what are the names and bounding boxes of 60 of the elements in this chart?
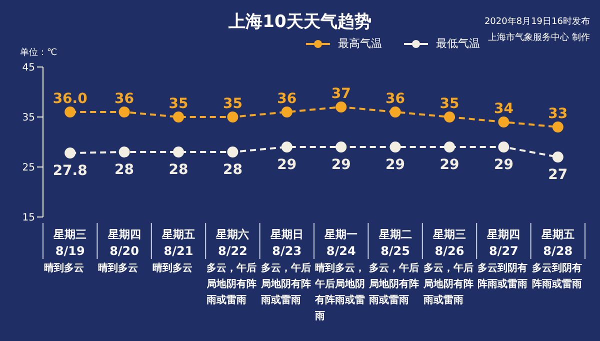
data-label: 27.8 — [52, 163, 88, 179]
data-label: 29 — [494, 157, 514, 173]
point — [118, 146, 130, 158]
point — [173, 146, 184, 158]
point — [498, 142, 510, 152]
point — [552, 122, 564, 132]
x-tick-label: 星期三 8/19 晴到多云 — [44, 228, 96, 277]
y-tick-label: 15 — [22, 212, 35, 224]
data-label: 28 — [222, 162, 242, 178]
point — [64, 148, 76, 158]
x-tick-label: 星期一 8/24 晴到多云，午后局地阴有阵雨或雷雨 — [315, 228, 368, 325]
x-tick-label: 星期五 8/28 多云到阴有阵雨或雷雨 — [532, 228, 584, 293]
data-label: 33 — [548, 106, 568, 122]
point — [118, 106, 130, 118]
chart-title: 上海10天天气趋势 — [228, 12, 372, 32]
point — [390, 106, 401, 118]
x-tick-label: 星期日 8/23 多云，午后局地阴有阵雨或雷雨 — [260, 228, 313, 309]
point — [444, 112, 455, 122]
data-label: 34 — [494, 101, 514, 117]
x-tick-label: 星期四 8/20 晴到多云 — [98, 228, 150, 277]
x-tick-label: 星期二 8/25 多云，午后局地阴有阵雨或雷雨 — [369, 228, 422, 309]
point — [390, 142, 401, 152]
point — [336, 102, 347, 112]
point — [336, 142, 347, 152]
data-label: 35 — [168, 96, 188, 112]
data-label: 37 — [331, 86, 351, 102]
data-label: 29 — [277, 157, 297, 173]
y-tick-label: 25 — [22, 162, 35, 174]
data-label: 29 — [331, 157, 351, 173]
point — [64, 106, 76, 118]
point — [552, 152, 564, 162]
x-tick-label: 星期三 8/26 多云，午后局地阴有阵雨或雷雨 — [423, 228, 476, 309]
point — [227, 146, 238, 158]
legend-label: 最高气温 — [338, 36, 382, 51]
point — [173, 112, 184, 122]
data-label: 29 — [440, 157, 460, 173]
legend-label: 最低气温 — [436, 36, 480, 51]
text: 上海市气象服务中心 制作 — [487, 32, 590, 45]
x-tick-label: 星期五 8/21 晴到多云 — [152, 228, 205, 277]
data-label: 35 — [222, 96, 242, 112]
text: 2020年8月19日16时发布 — [484, 16, 590, 29]
data-label: 36.0 — [52, 91, 88, 107]
x-tick-label: 星期六 8/22 多云，午后局地阴有阵雨或雷雨 — [206, 228, 259, 309]
point — [498, 116, 510, 128]
y-axis-title: 单位：℃ — [20, 46, 58, 59]
y-tick-label: 35 — [22, 112, 35, 124]
data-label: 36 — [386, 91, 406, 107]
data-label: 28 — [168, 162, 188, 178]
x-tick-label: 星期四 8/27 多云到阴有阵雨或雷雨 — [478, 228, 530, 293]
y-tick-label: 45 — [22, 62, 35, 74]
point — [444, 142, 455, 152]
data-label: 35 — [440, 96, 460, 112]
data-label: 29 — [386, 157, 406, 173]
point — [227, 112, 238, 122]
data-label: 36 — [114, 91, 134, 107]
data-label: 28 — [114, 162, 134, 178]
data-label: 36 — [277, 91, 297, 107]
point — [281, 106, 292, 118]
point — [281, 142, 292, 152]
data-label: 27 — [548, 167, 568, 183]
